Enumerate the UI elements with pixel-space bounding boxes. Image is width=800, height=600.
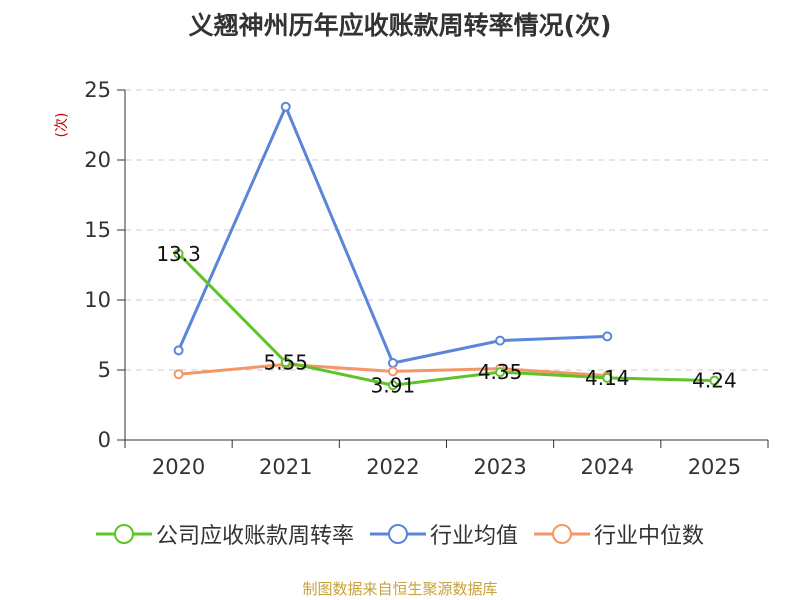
x-tick-label: 2025 [688, 455, 741, 479]
legend-label: 行业中位数 [594, 524, 705, 549]
y-tick-label: 10 [84, 288, 111, 312]
data-point [173, 248, 184, 259]
legend-line-circle-icon [95, 524, 152, 544]
data-point [387, 358, 398, 368]
chart-title: 义翘神州历年应收账款周转率情况(次) [188, 11, 612, 40]
x-tick-label: 2020 [152, 455, 205, 479]
legend: 公司应收账款周转率 行业均值 行业中位数 [0, 518, 800, 550]
legend-line-circle-icon [534, 524, 590, 544]
data-point [280, 101, 291, 112]
y-tick-label: 5 [98, 358, 111, 382]
data-label: 13.3 [156, 242, 201, 266]
data-point [387, 380, 398, 391]
y-axis-unit-label: (次) [54, 113, 70, 138]
series-line [177, 105, 608, 365]
legend-label: 公司应收账款周转率 [155, 524, 354, 549]
data-point [602, 372, 613, 383]
source-note: 制图数据来自恒生聚源数据库 [302, 580, 498, 598]
y-tick-label: 20 [84, 148, 111, 172]
data-point [173, 369, 184, 380]
legend-line-circle-icon [369, 524, 426, 544]
data-point [495, 367, 506, 378]
grid-lines [125, 89, 768, 371]
data-point [602, 331, 613, 342]
y-tick-label: 25 [84, 78, 111, 102]
x-tick-labels: 2020 2021 2022 2023 2024 2025 [152, 455, 741, 479]
y-tick-label: 15 [84, 218, 111, 242]
series-line [177, 252, 715, 387]
data-label: 3.91 [371, 373, 416, 397]
x-tick-label: 2024 [581, 455, 634, 479]
legend-item[interactable]: 公司应收账款周转率 [95, 518, 354, 550]
data-labels: 13.3 5.55 3.91 4.35 4.14 4.24 [156, 242, 736, 397]
series-lines [173, 101, 720, 391]
legend-item[interactable]: 行业中位数 [534, 518, 704, 550]
data-label: 4.35 [478, 360, 523, 384]
data-point [173, 345, 184, 356]
y-tick-labels: 0 5 10 15 20 25 [84, 78, 111, 452]
data-point [709, 375, 720, 386]
data-label: 4.24 [692, 369, 737, 393]
legend-item[interactable]: 行业均值 [369, 518, 518, 550]
data-point [280, 357, 291, 368]
x-tick-label: 2022 [366, 455, 419, 479]
axes [117, 89, 769, 448]
data-label: 4.14 [585, 366, 630, 390]
data-point [495, 335, 506, 346]
y-tick-label: 0 [98, 428, 111, 452]
x-tick-label: 2021 [259, 455, 312, 479]
x-tick-label: 2023 [473, 455, 526, 479]
data-point [387, 366, 398, 377]
data-label: 5.55 [263, 350, 308, 374]
legend-label: 行业均值 [429, 524, 518, 549]
